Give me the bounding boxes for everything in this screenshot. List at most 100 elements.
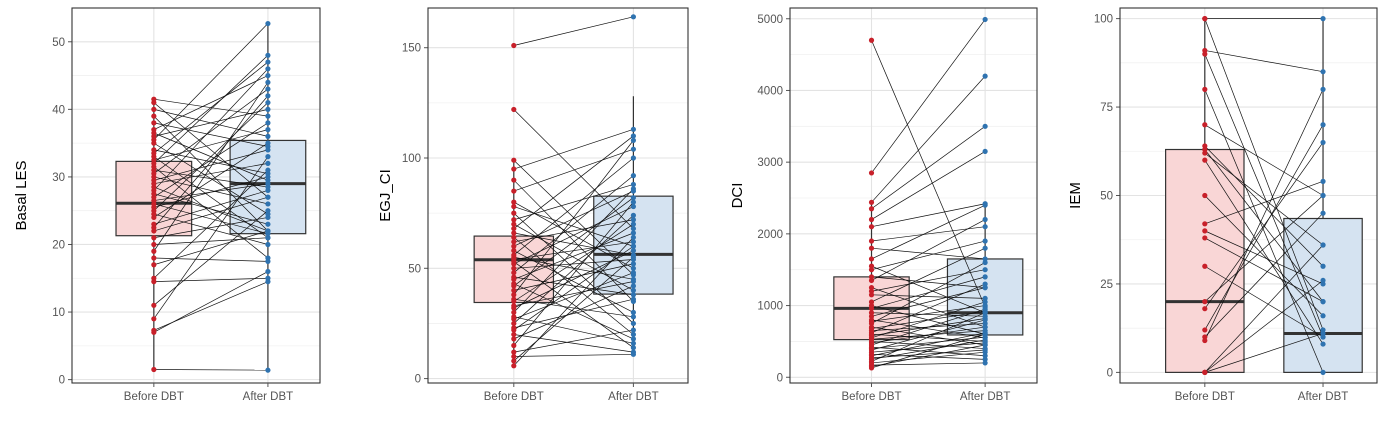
point-after xyxy=(630,225,637,232)
point-before xyxy=(868,310,875,316)
pair-line xyxy=(153,217,268,239)
point-before xyxy=(1202,306,1208,312)
point-after xyxy=(982,224,988,230)
point-after xyxy=(265,133,271,139)
point-before xyxy=(868,365,875,371)
pair-line xyxy=(153,132,269,181)
pair-line xyxy=(513,188,634,313)
pair-line xyxy=(153,190,269,225)
point-after xyxy=(630,261,637,267)
point-before xyxy=(151,262,157,268)
point-after xyxy=(265,184,271,190)
point-before xyxy=(511,336,517,342)
pair-line xyxy=(871,276,986,288)
point-after xyxy=(630,203,637,210)
point-after xyxy=(630,331,637,338)
point-after xyxy=(265,20,271,27)
pair-line xyxy=(513,316,634,344)
pair-line xyxy=(513,109,634,229)
pair-line xyxy=(513,329,634,353)
pair-line xyxy=(871,151,986,220)
pair-line xyxy=(1204,280,1324,373)
point-before xyxy=(868,313,875,319)
point-before xyxy=(151,120,157,126)
y-tick-label: 5000 xyxy=(757,14,783,26)
point-after xyxy=(265,127,271,133)
pair-line xyxy=(153,186,269,232)
point-after xyxy=(265,79,271,85)
point-before xyxy=(511,305,517,311)
pair-line xyxy=(871,319,986,339)
point-after xyxy=(265,235,271,241)
y-tick-label: 100 xyxy=(1094,14,1113,26)
point-before xyxy=(868,256,875,262)
point-after xyxy=(630,126,637,132)
point-before xyxy=(151,235,157,241)
point-before xyxy=(868,170,875,176)
point-after xyxy=(630,314,637,320)
pair-line xyxy=(513,283,634,340)
point-after xyxy=(982,259,988,266)
y-tick-label: 20 xyxy=(52,239,65,251)
point-after xyxy=(630,186,637,192)
point-after xyxy=(630,320,637,327)
pair-line xyxy=(513,353,634,357)
point-after xyxy=(630,146,637,152)
pair-line xyxy=(513,256,634,280)
point-before xyxy=(868,267,875,273)
pair-line xyxy=(871,349,986,359)
pair-line xyxy=(1204,265,1324,338)
point-after xyxy=(1320,242,1326,248)
point-before xyxy=(868,299,875,305)
pair-line xyxy=(871,319,986,351)
pair-line xyxy=(871,219,986,281)
point-after xyxy=(265,367,271,373)
point-after xyxy=(265,228,271,234)
point-after xyxy=(982,238,988,244)
pair-line xyxy=(153,169,269,279)
point-before xyxy=(511,349,517,355)
y-tick-label: 50 xyxy=(408,263,421,275)
paired-lines xyxy=(513,16,634,367)
point-after xyxy=(265,268,271,275)
panel-border xyxy=(71,7,321,384)
point-before xyxy=(511,261,517,267)
point-before xyxy=(511,292,517,298)
point-before xyxy=(511,177,517,183)
point-before xyxy=(868,277,875,284)
pair-line xyxy=(871,126,986,210)
point-after xyxy=(265,59,271,65)
point-after xyxy=(265,160,271,167)
pair-line xyxy=(153,176,269,205)
point-after xyxy=(630,133,637,139)
x-tick-label: Before DBT xyxy=(1175,391,1235,403)
pair-line xyxy=(871,19,986,174)
point-after xyxy=(1320,178,1326,184)
pair-line xyxy=(871,351,986,364)
point-after xyxy=(982,73,988,79)
y-axis-label: DCI xyxy=(729,183,746,209)
point-before xyxy=(1202,299,1208,305)
pair-line xyxy=(513,219,634,243)
point-after xyxy=(265,66,271,72)
pair-line xyxy=(1204,181,1324,225)
point-after xyxy=(265,120,271,126)
pair-line xyxy=(513,276,634,296)
point-after xyxy=(982,317,988,323)
pair-line xyxy=(153,203,269,235)
pair-line xyxy=(513,223,634,291)
point-before xyxy=(1202,16,1208,22)
point-before xyxy=(151,302,157,308)
y-tick-label: 0 xyxy=(777,372,783,384)
pair-line xyxy=(871,312,986,362)
pair-line xyxy=(513,285,634,340)
pair-line xyxy=(153,166,269,259)
x-tick-label: Before DBT xyxy=(841,391,901,403)
point-after xyxy=(265,194,271,200)
point-before xyxy=(511,283,517,289)
paired-lines xyxy=(1204,18,1324,373)
point-before xyxy=(868,199,875,205)
point-before xyxy=(868,37,875,43)
pair-line xyxy=(871,336,986,349)
